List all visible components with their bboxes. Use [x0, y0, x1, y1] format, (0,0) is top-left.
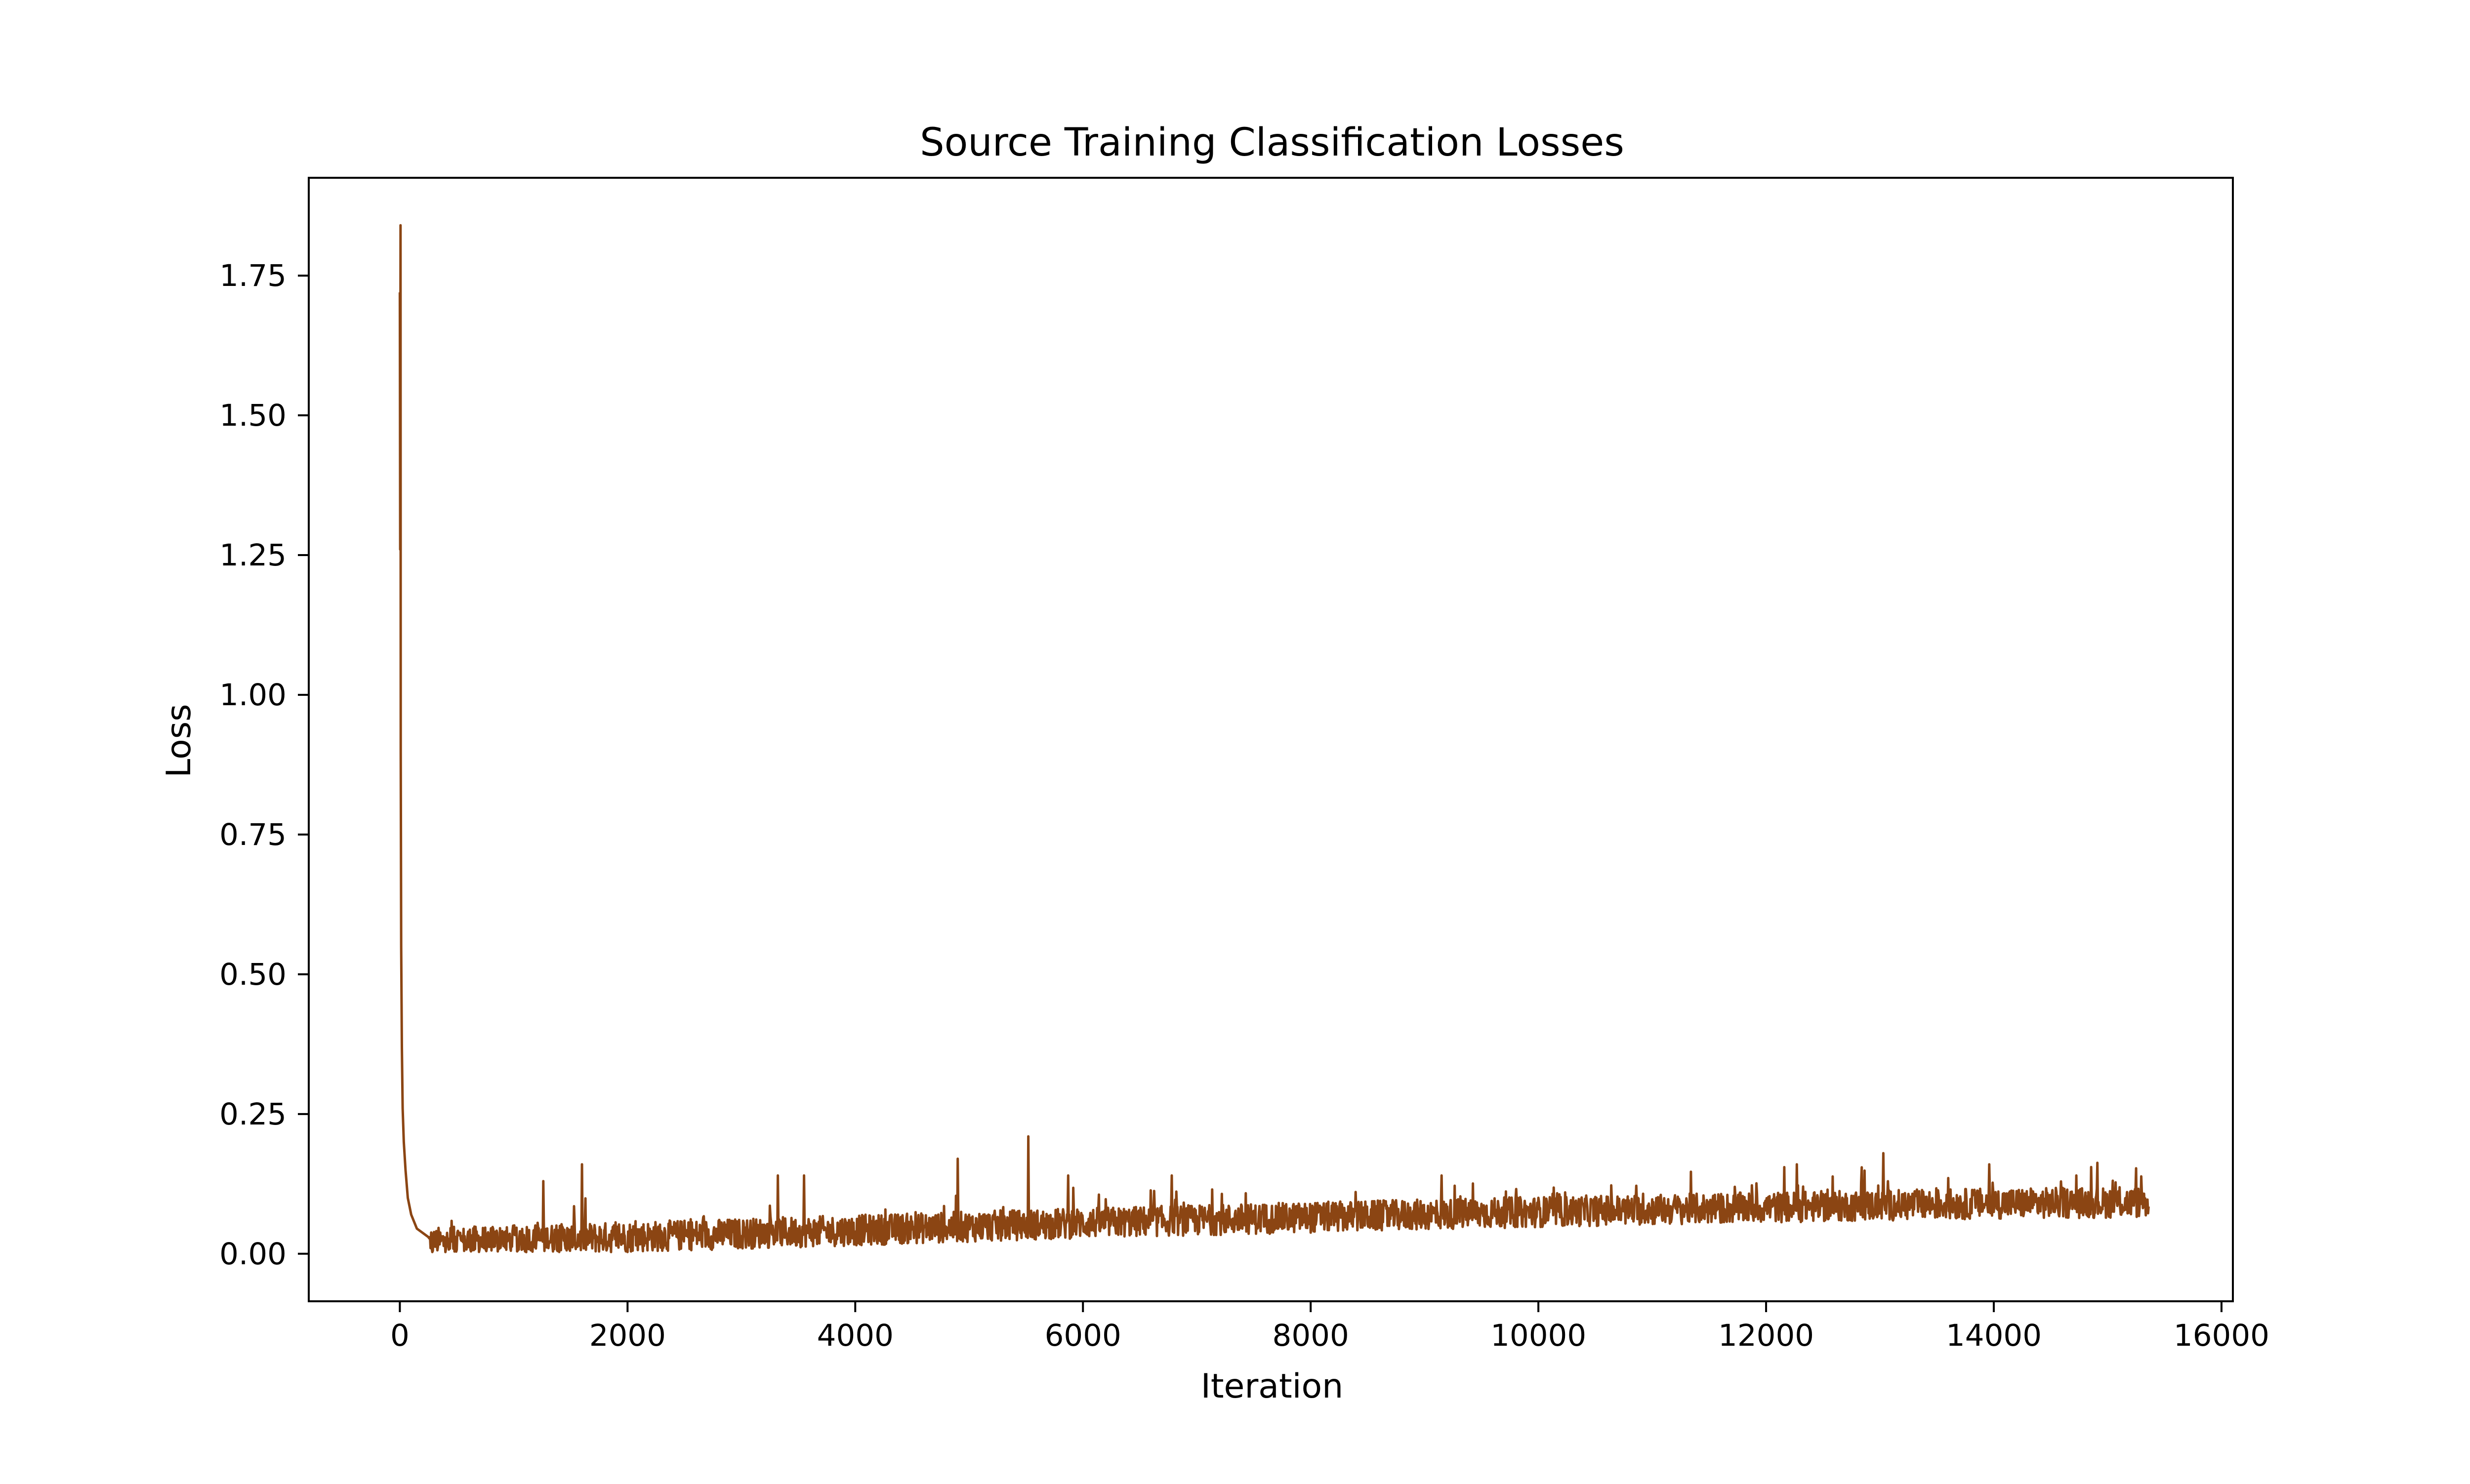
- x-tick-label: 0: [390, 1318, 410, 1353]
- y-tick-label: 0.25: [219, 1097, 287, 1132]
- y-tick-label: 0.50: [219, 957, 287, 992]
- x-tick-label: 16000: [2174, 1318, 2269, 1353]
- x-tick-label: 12000: [1718, 1318, 1814, 1353]
- x-tick-label: 2000: [589, 1318, 666, 1353]
- axes-frame: [308, 177, 2234, 1302]
- x-tick-label: 6000: [1045, 1318, 1121, 1353]
- x-tick-label: 8000: [1273, 1318, 1349, 1353]
- y-tick-label: 0.00: [219, 1237, 287, 1272]
- y-axis-title: Loss: [160, 704, 199, 777]
- x-axis: 0 2000 4000 6000 8000 10000 12000 14000 16000: [390, 1301, 2269, 1353]
- y-tick-label: 0.75: [219, 817, 287, 852]
- y-tick-label: 1.25: [219, 538, 287, 573]
- y-tick-label: 1.50: [219, 398, 287, 433]
- x-axis-title: Iteration: [1201, 1367, 1343, 1406]
- x-tick-label: 10000: [1490, 1318, 1586, 1353]
- x-tick-label: 14000: [1946, 1318, 2042, 1353]
- y-tick-label: 1.75: [219, 258, 287, 293]
- y-axis: 0.00 0.25 0.50 0.75 1.00 1.25 1.50 1.75: [219, 258, 309, 1272]
- plot-area: [398, 224, 2150, 1253]
- y-tick-label: 1.00: [219, 678, 287, 713]
- loss-series-line: [398, 224, 2150, 1253]
- x-tick-label: 4000: [817, 1318, 894, 1353]
- chart-title: Source Training Classification Losses: [920, 120, 1624, 165]
